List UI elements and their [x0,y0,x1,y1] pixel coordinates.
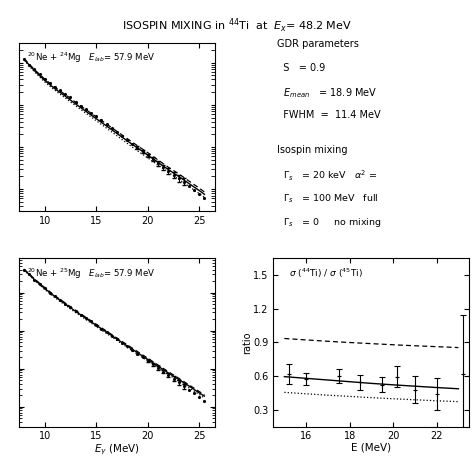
Text: $\sigma$ ($^{44}$Ti) / $\sigma$ ($^{45}$Ti): $\sigma$ ($^{44}$Ti) / $\sigma$ ($^{45}$… [289,266,363,280]
Text: Isospin mixing: Isospin mixing [277,146,348,155]
Text: S   = 0.9: S = 0.9 [277,63,326,73]
Text: $\Gamma_s$   = 100 MeV   full: $\Gamma_s$ = 100 MeV full [277,192,379,205]
Text: $^{20}$Ne + $^{25}$Mg   $E_{lab}$= 57.9 MeV: $^{20}$Ne + $^{25}$Mg $E_{lab}$= 57.9 Me… [27,266,155,281]
Text: FWHM  =  11.4 MeV: FWHM = 11.4 MeV [277,110,381,120]
Text: ISOSPIN MIXING in $^{44}$Ti  at  $E_x$= 48.2 MeV: ISOSPIN MIXING in $^{44}$Ti at $E_x$= 48… [122,17,352,35]
X-axis label: $E_\gamma$ (MeV): $E_\gamma$ (MeV) [94,443,140,457]
Text: $E_{mean}$   = 18.9 MeV: $E_{mean}$ = 18.9 MeV [277,86,378,100]
Text: GDR parameters: GDR parameters [277,39,359,49]
X-axis label: E (MeV): E (MeV) [351,443,392,453]
Y-axis label: ratio: ratio [242,331,252,354]
Text: $\Gamma_s$   = 20 keV   $\alpha^2$ =: $\Gamma_s$ = 20 keV $\alpha^2$ = [277,169,378,183]
Text: $^{20}$Ne + $^{24}$Mg   $E_{lab}$= 57.9 MeV: $^{20}$Ne + $^{24}$Mg $E_{lab}$= 57.9 Me… [27,51,155,65]
Text: $\Gamma_s$   = 0     no mixing: $\Gamma_s$ = 0 no mixing [277,216,382,229]
